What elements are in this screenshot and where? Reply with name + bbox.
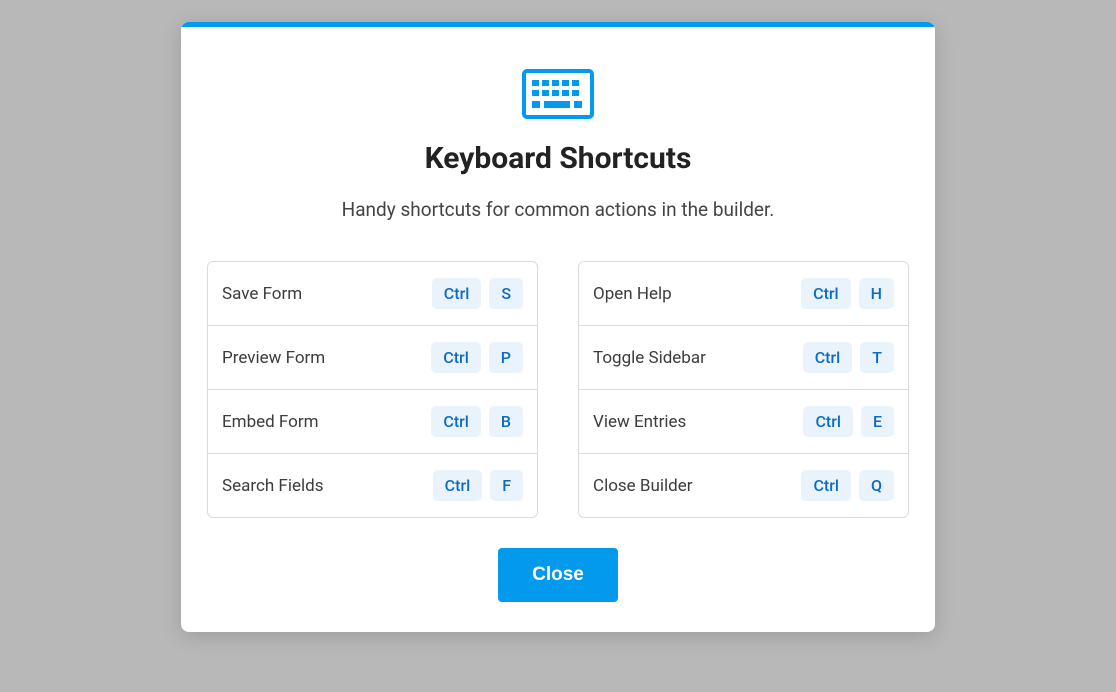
key-modifier: Ctrl bbox=[801, 278, 851, 309]
key-letter: P bbox=[489, 342, 523, 373]
shortcut-column-left: Save Form Ctrl S Preview Form Ctrl P Emb… bbox=[207, 261, 538, 518]
key-modifier: Ctrl bbox=[803, 406, 853, 437]
modal-accent-bar bbox=[181, 22, 935, 27]
shortcut-row: Preview Form Ctrl P bbox=[208, 325, 537, 389]
key-letter: E bbox=[861, 406, 894, 437]
key-letter: F bbox=[490, 470, 523, 501]
shortcut-label: Open Help bbox=[593, 284, 672, 304]
keyboard-shortcuts-modal: Keyboard Shortcuts Handy shortcuts for c… bbox=[181, 22, 935, 632]
shortcut-label: Search Fields bbox=[222, 476, 323, 496]
shortcut-row: Toggle Sidebar Ctrl T bbox=[579, 325, 908, 389]
close-button[interactable]: Close bbox=[498, 548, 618, 602]
key-letter: H bbox=[859, 278, 894, 309]
shortcut-column-right: Open Help Ctrl H Toggle Sidebar Ctrl T V… bbox=[578, 261, 909, 518]
shortcut-row: Open Help Ctrl H bbox=[579, 262, 908, 325]
keyboard-icon bbox=[522, 69, 594, 119]
key-modifier: Ctrl bbox=[431, 342, 481, 373]
shortcut-label: Preview Form bbox=[222, 348, 325, 368]
shortcut-keys: Ctrl E bbox=[803, 406, 894, 437]
shortcut-columns: Save Form Ctrl S Preview Form Ctrl P Emb… bbox=[181, 261, 935, 518]
key-letter: B bbox=[489, 406, 523, 437]
modal-subtitle: Handy shortcuts for common actions in th… bbox=[342, 198, 775, 221]
shortcut-label: View Entries bbox=[593, 412, 686, 432]
shortcut-label: Toggle Sidebar bbox=[593, 348, 706, 368]
shortcut-row: Embed Form Ctrl B bbox=[208, 389, 537, 453]
shortcut-row: Search Fields Ctrl F bbox=[208, 453, 537, 517]
key-modifier: Ctrl bbox=[432, 278, 482, 309]
key-letter: S bbox=[489, 278, 523, 309]
shortcut-row: View Entries Ctrl E bbox=[579, 389, 908, 453]
shortcut-row: Close Builder Ctrl Q bbox=[579, 453, 908, 517]
key-modifier: Ctrl bbox=[431, 406, 481, 437]
shortcut-keys: Ctrl B bbox=[431, 406, 523, 437]
key-modifier: Ctrl bbox=[433, 470, 483, 501]
shortcut-row: Save Form Ctrl S bbox=[208, 262, 537, 325]
key-letter: T bbox=[860, 342, 894, 373]
key-letter: Q bbox=[859, 470, 894, 501]
shortcut-keys: Ctrl P bbox=[431, 342, 523, 373]
shortcut-keys: Ctrl S bbox=[432, 278, 523, 309]
shortcut-keys: Ctrl Q bbox=[801, 470, 894, 501]
key-modifier: Ctrl bbox=[803, 342, 853, 373]
modal-title: Keyboard Shortcuts bbox=[425, 141, 692, 176]
shortcut-keys: Ctrl F bbox=[433, 470, 523, 501]
shortcut-keys: Ctrl T bbox=[803, 342, 894, 373]
shortcut-label: Embed Form bbox=[222, 412, 319, 432]
shortcut-label: Close Builder bbox=[593, 476, 693, 496]
shortcut-label: Save Form bbox=[222, 284, 302, 304]
shortcut-keys: Ctrl H bbox=[801, 278, 894, 309]
key-modifier: Ctrl bbox=[801, 470, 851, 501]
